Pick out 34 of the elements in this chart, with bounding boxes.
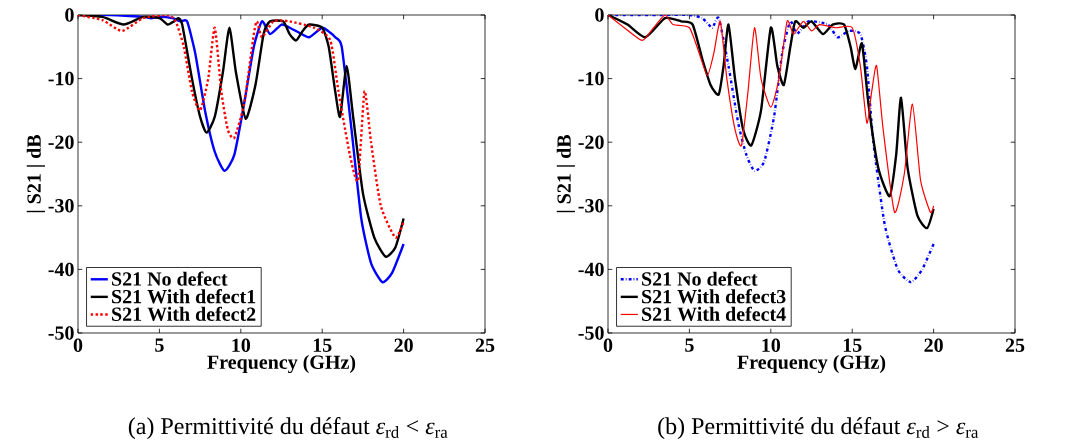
legend-label: S21 With defect2 <box>112 306 256 322</box>
x-tick-label: 10 <box>232 338 251 353</box>
y-tick-label: -40 <box>578 262 604 277</box>
y-tick-label: -50 <box>578 326 604 340</box>
text: (b) Permittivité du défaut ε$_{rd}$ > ε$_{ra}$ <box>658 417 979 440</box>
y-tick-label: 0 <box>65 8 74 22</box>
x-tick-label: 20 <box>394 338 413 353</box>
y-tick-label: 0 <box>595 8 604 22</box>
x-tick-label: 25 <box>1005 338 1025 352</box>
y-tick-label: -40 <box>48 262 74 277</box>
y-tick-label: -10 <box>48 71 74 86</box>
y-tick-label: -50 <box>48 326 74 340</box>
y-tick-label: -30 <box>48 199 74 213</box>
x-tick-label: 20 <box>924 338 943 353</box>
y-tick-label: -30 <box>578 199 604 213</box>
legend-label: S21 With defect1 <box>112 289 256 304</box>
y-tick-label: -20 <box>48 135 74 149</box>
text: (a) Permittivité du défaut ε$_{rd}$ < ε$_{ra}$ <box>128 417 448 440</box>
y-axis-title: | S21 | dB <box>26 134 45 213</box>
x-tick-label: 15 <box>843 338 862 352</box>
x-axis-title: Frequency (GHz) <box>737 354 886 374</box>
y-axis-title: | S21 | dB <box>556 134 575 213</box>
legend-label: S21 With defect3 <box>642 289 786 304</box>
x-tick-label: 10 <box>762 338 781 353</box>
x-tick-label: 15 <box>313 338 332 352</box>
x-tick-label: 5 <box>155 338 164 352</box>
legend-label: S21 With defect4 <box>642 306 786 322</box>
x-tick-label: 5 <box>685 338 694 352</box>
x-tick-label: 25 <box>475 338 495 352</box>
y-tick-label: -20 <box>578 135 604 149</box>
x-axis-title: Frequency (GHz) <box>207 354 356 374</box>
legend-label: S21 No defect <box>642 271 758 286</box>
y-tick-label: -10 <box>578 71 604 86</box>
legend-label: S21 No defect <box>112 271 228 286</box>
